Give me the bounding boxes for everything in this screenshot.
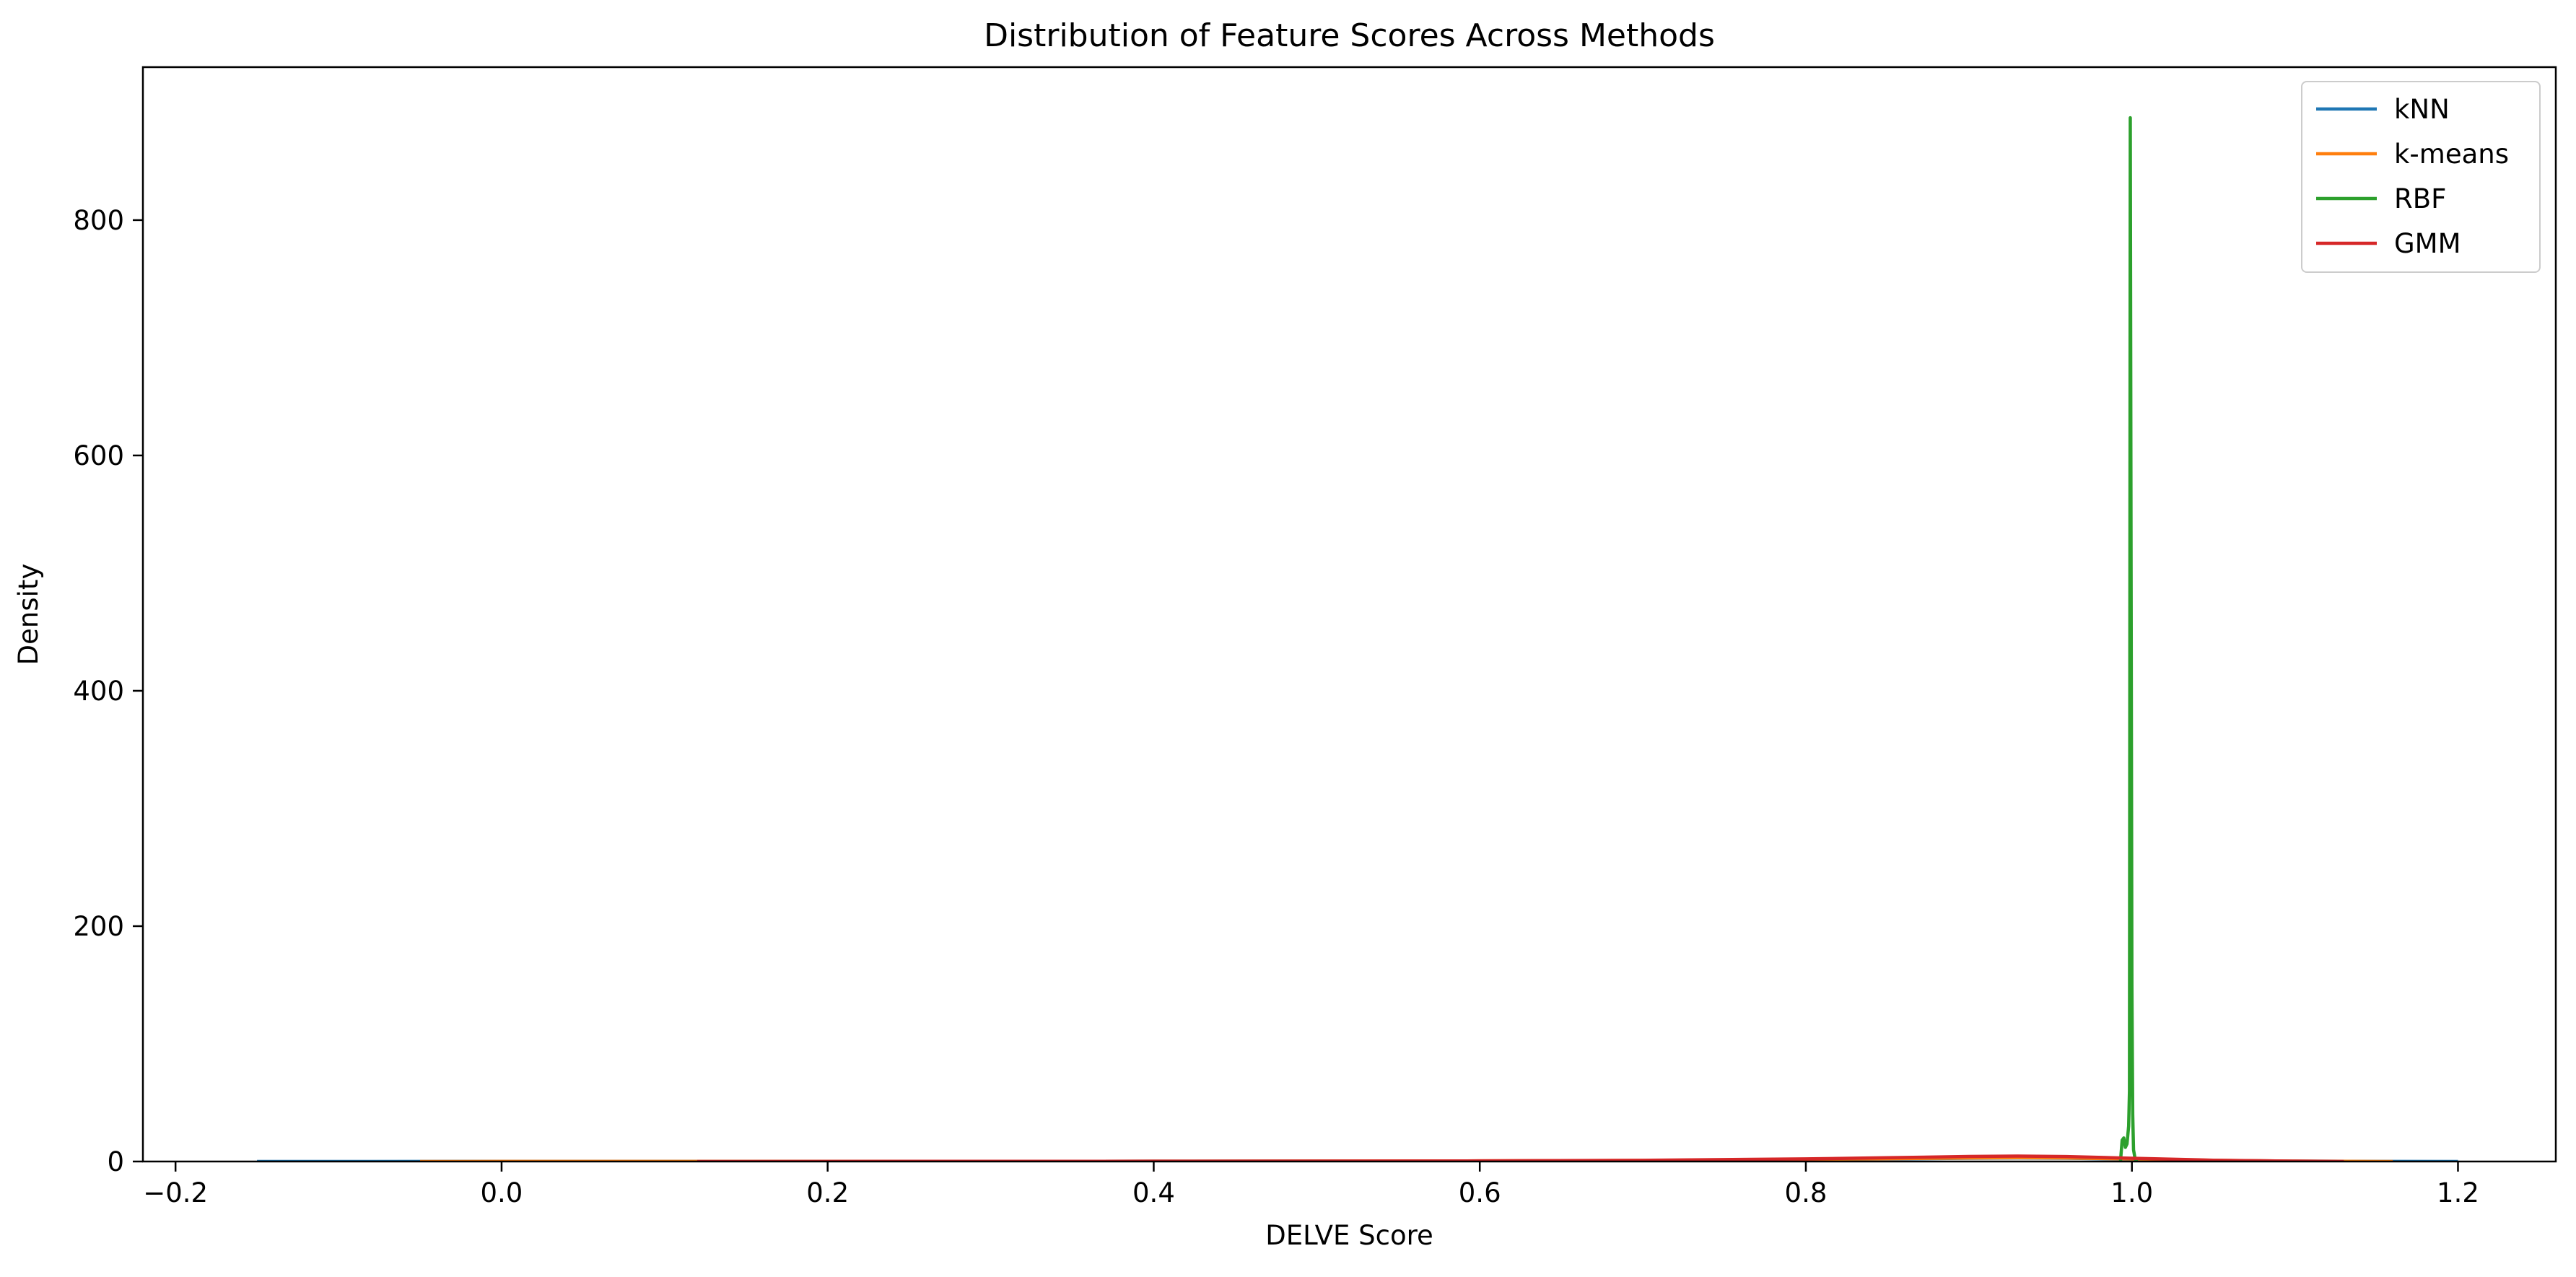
legend: kNN k-means RBF GMM — [2301, 81, 2541, 273]
series-line-rbf — [2118, 116, 2139, 1161]
x-tick-label: −0.2 — [143, 1177, 208, 1208]
x-tick-label: 0.4 — [1132, 1177, 1175, 1208]
y-tick-label: 800 — [73, 205, 124, 236]
legend-box — [2301, 81, 2541, 273]
legend-label-rbf: RBF — [2394, 183, 2446, 214]
plot-background — [143, 67, 2556, 1161]
x-axis-title: DELVE Score — [1265, 1220, 1433, 1251]
y-tick-label: 0 — [107, 1146, 124, 1177]
legend-label-knn: kNN — [2394, 94, 2450, 125]
x-tick-label: 1.2 — [2437, 1177, 2479, 1208]
legend-label-gmm: GMM — [2394, 228, 2461, 259]
x-tick-label: 1.0 — [2110, 1177, 2153, 1208]
x-tick-label: 0.2 — [806, 1177, 849, 1208]
legend-label-k-means: k-means — [2394, 139, 2509, 170]
chart-title: Distribution of Feature Scores Across Me… — [984, 17, 1715, 54]
y-tick-label: 200 — [73, 911, 124, 942]
x-tick-label: 0.0 — [481, 1177, 523, 1208]
x-tick-label: 0.8 — [1785, 1177, 1828, 1208]
x-tick-label: 0.6 — [1459, 1177, 1501, 1208]
axes: −0.2 0.0 0.2 0.4 0.6 0.8 1.0 1.2 0 200 400 600 800 — [73, 66, 2557, 1208]
y-tick-label: 600 — [73, 440, 124, 471]
y-tick-label: 400 — [73, 676, 124, 707]
plot-frame — [141, 66, 2557, 1163]
y-axis-title: Density — [13, 564, 44, 666]
plot-area — [143, 67, 2556, 1161]
